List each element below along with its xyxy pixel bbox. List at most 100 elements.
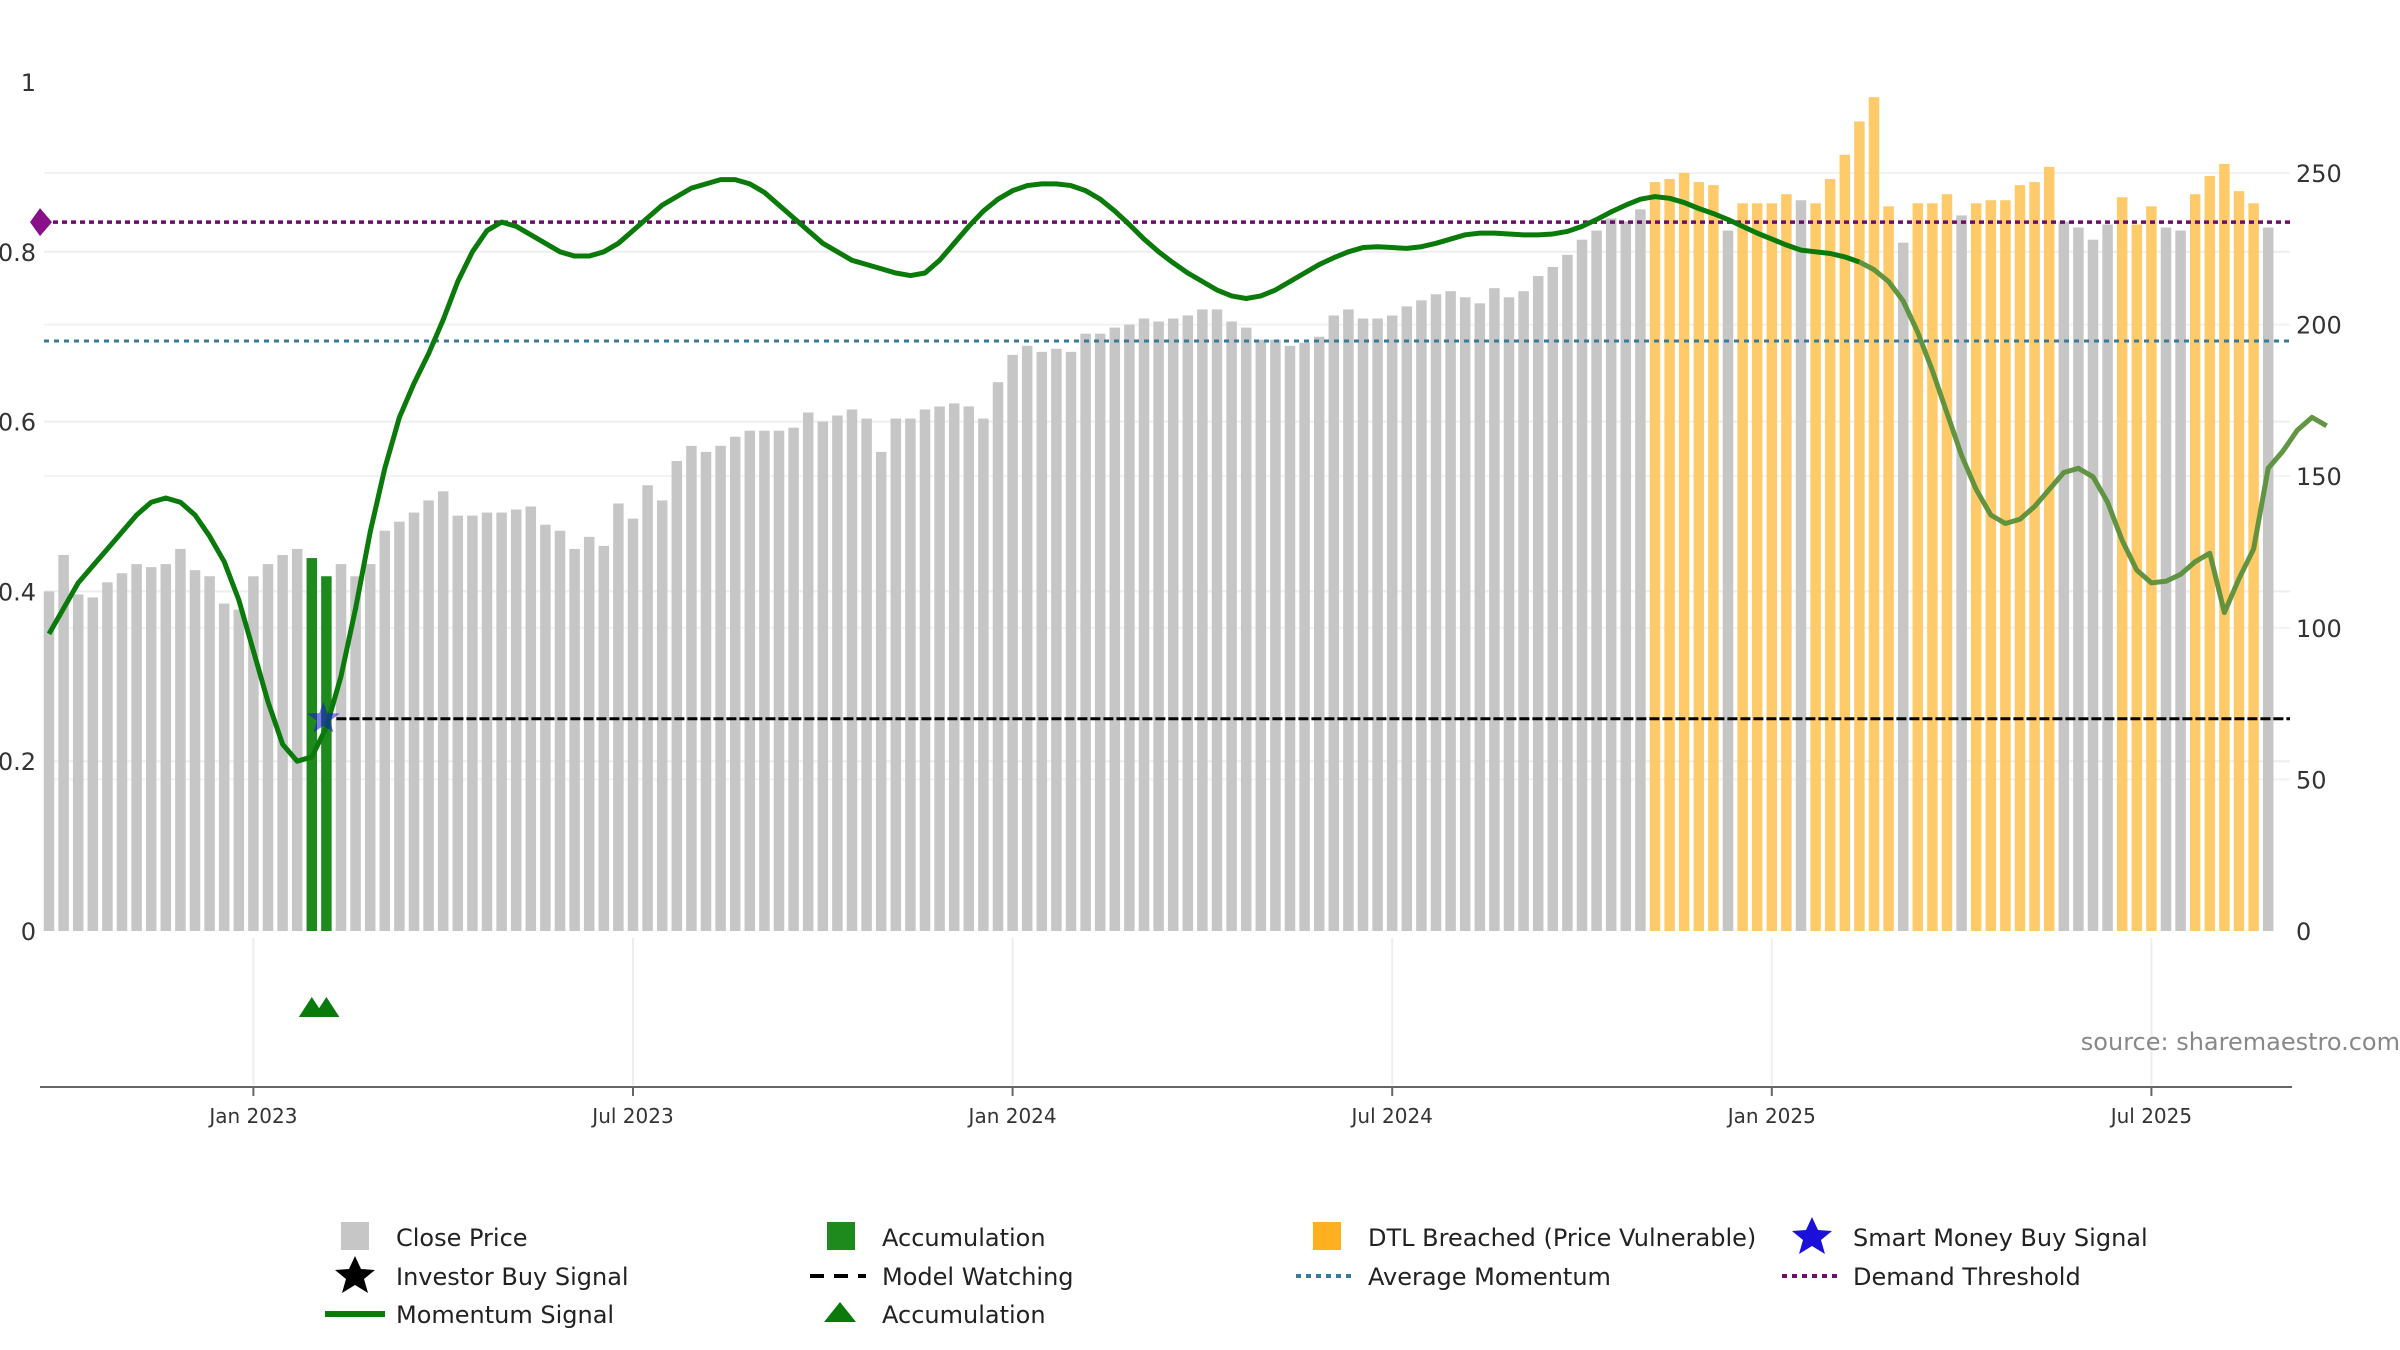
- close-price-bar: [116, 573, 128, 931]
- left-axis-tick-label: 1: [21, 69, 36, 97]
- close-price-bar: [1503, 297, 1515, 932]
- close-price-bar: [1605, 218, 1617, 932]
- close-price-bar: [72, 594, 84, 931]
- close-price-bar: [1591, 230, 1602, 931]
- close-price-bar: [350, 576, 361, 931]
- x-axis-tick-label: Jan 2025: [1726, 1104, 1816, 1128]
- close-price-bar: [2073, 227, 2084, 932]
- close-price-bar: [729, 436, 741, 931]
- left-axis-tick-label: 0.2: [0, 748, 36, 776]
- close-price-bar: [1722, 230, 1734, 931]
- signals: [298, 701, 340, 1017]
- close-price-bar: [437, 491, 449, 931]
- x-axis-tick-label: Jul 2024: [1350, 1104, 1433, 1128]
- close-price-bar: [408, 512, 420, 931]
- dtl-breached-bar: [1781, 194, 1792, 932]
- close-price-bar: [1401, 306, 1413, 932]
- accumulation-bar: [321, 576, 332, 931]
- close-price-bar: [1518, 291, 1529, 931]
- close-price-bar: [1576, 239, 1588, 931]
- close-price-bar: [1357, 318, 1369, 931]
- close-price-bar: [1284, 345, 1296, 932]
- dtl-breached-bar: [2233, 191, 2245, 931]
- legend-average-momentum-label: Average Momentum: [1368, 1263, 1611, 1291]
- right-axis: 0 50 100 150 200 250: [2296, 160, 2342, 946]
- dtl-breached-bar: [1839, 154, 1851, 931]
- close-price-bar: [656, 500, 668, 931]
- accumulation-bar: [306, 558, 318, 931]
- close-price-bar: [1226, 321, 1237, 931]
- close-price-bar: [1532, 276, 1544, 931]
- legend-accumulation-marker-label: Accumulation: [882, 1301, 1046, 1329]
- close-price-bar: [1795, 200, 1807, 932]
- close-price-bar: [1459, 297, 1471, 932]
- close-price-bar: [1036, 351, 1048, 931]
- legend-dtl-swatch: [1313, 1222, 1341, 1250]
- close-price-bar: [1386, 315, 1398, 932]
- close-price-bar: [262, 564, 274, 931]
- close-price-bar: [1065, 351, 1077, 931]
- close-price-bar: [2175, 230, 2186, 931]
- close-price-bar: [934, 406, 945, 931]
- close-price-bar: [145, 567, 157, 931]
- close-price-bar: [978, 418, 989, 931]
- close-price-bar: [817, 421, 829, 931]
- close-price-bar: [1328, 315, 1340, 932]
- dtl-breached-bar: [2219, 163, 2230, 931]
- close-price-bar: [861, 418, 872, 931]
- close-price-bar: [248, 576, 259, 931]
- close-price-bar: [43, 591, 55, 931]
- close-price-bar: [759, 430, 770, 931]
- dtl-breached-bar: [1678, 172, 1690, 931]
- close-price-bar: [2262, 227, 2274, 932]
- close-price-bar: [905, 418, 916, 931]
- close-price-bar: [1153, 321, 1164, 931]
- dtl-breached-bar: [1883, 206, 1894, 931]
- legend-smart-money-star-icon: [1792, 1217, 1832, 1254]
- close-price-bar: [189, 570, 201, 931]
- close-price-bar: [1182, 315, 1194, 932]
- close-price-bar: [686, 445, 697, 931]
- dtl-breached-bar: [1737, 203, 1748, 932]
- close-price-bar: [364, 564, 376, 931]
- momentum-signal-line: [46, 177, 2328, 764]
- close-price-bar: [510, 509, 522, 931]
- source-label: source: sharemaestro.com: [2081, 1028, 2400, 1056]
- price-bars: [43, 97, 2274, 932]
- close-price-bar: [963, 406, 975, 931]
- close-price-bar: [554, 530, 566, 931]
- close-price-bar: [1255, 339, 1267, 931]
- dtl-breached-bar: [1649, 182, 1661, 931]
- right-axis-tick-label: 50: [2296, 766, 2327, 794]
- close-price-bar: [846, 409, 858, 931]
- close-price-bar: [1007, 354, 1018, 932]
- close-price-bar: [1080, 333, 1091, 931]
- left-axis-tick-label: 0: [21, 918, 36, 946]
- legend-accumulation-bar-label: Accumulation: [882, 1224, 1046, 1252]
- right-axis-tick-label: 150: [2296, 463, 2342, 491]
- dtl-breached-bar: [1766, 203, 1778, 932]
- dtl-breached-bar: [2116, 197, 2128, 931]
- x-axis-tick-label: Jul 2023: [590, 1104, 673, 1128]
- dtl-breached-bar: [2029, 182, 2040, 931]
- close-price-bar: [700, 451, 712, 931]
- dtl-breached-bar: [2000, 200, 2011, 932]
- dtl-breached-bar: [1751, 203, 1763, 932]
- close-price-bar: [2058, 221, 2070, 931]
- dtl-breached-bar: [2131, 224, 2143, 931]
- dtl-breached-bar: [2248, 203, 2259, 932]
- close-price-bar: [744, 430, 756, 931]
- momentum-signal-path-vulnerable: [1858, 259, 2328, 616]
- close-price-bar: [1299, 342, 1310, 931]
- close-price-bar: [1094, 333, 1106, 931]
- close-price-bar: [875, 451, 887, 931]
- dtl-breached-bar: [1708, 185, 1719, 932]
- close-price-bar: [204, 576, 215, 931]
- right-axis-tick-label: 250: [2296, 160, 2342, 188]
- left-axis-tick-label: 0.8: [0, 239, 36, 267]
- close-price-bar: [1430, 294, 1442, 931]
- close-price-bar: [1445, 291, 1456, 931]
- legend-model-watching-label: Model Watching: [882, 1263, 1074, 1291]
- x-axis-tick-label: Jul 2025: [2109, 1104, 2192, 1128]
